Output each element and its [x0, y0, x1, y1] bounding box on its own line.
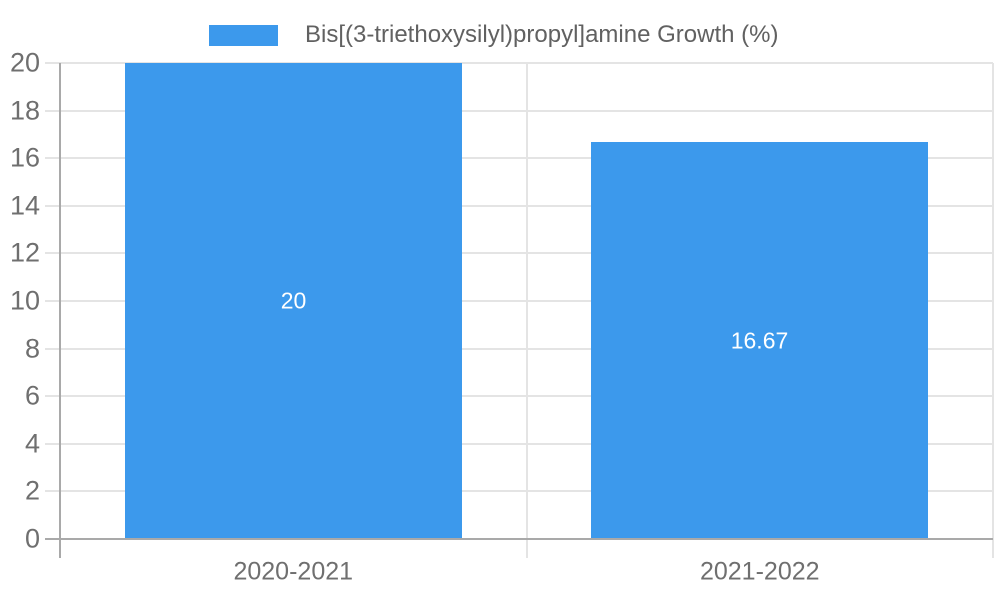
- bar[interactable]: [125, 63, 462, 539]
- plot-right-border: [992, 63, 994, 558]
- y-axis-tick-label: 16: [9, 142, 40, 173]
- gridline-y: [45, 205, 993, 207]
- y-axis-tick-label: 18: [9, 95, 40, 126]
- legend-color-swatch: [209, 24, 278, 46]
- gridline-y: [45, 395, 993, 397]
- y-axis-tick-label: 4: [24, 428, 40, 459]
- y-axis-tick-label: 8: [24, 333, 40, 364]
- bar-value-label: 20: [280, 287, 307, 314]
- gridline-y: [45, 490, 993, 492]
- gridline-y: [45, 110, 993, 112]
- category-separator-line: [526, 63, 528, 558]
- gridline-y: [45, 252, 993, 254]
- y-axis-tick-label: 12: [9, 237, 40, 268]
- bar[interactable]: [591, 142, 928, 539]
- x-axis-category-label: 2021-2022: [699, 557, 820, 586]
- y-axis-tick-label: 2: [24, 475, 40, 506]
- y-axis-tick-label: 10: [9, 285, 40, 316]
- bar-value-label: 16.67: [730, 327, 789, 353]
- gridline-y: [45, 300, 993, 302]
- legend-item[interactable]: Bis[(3-triethoxysilyl)propyl]amine Growt…: [209, 22, 778, 48]
- y-axis-tick-label: 0: [24, 523, 40, 554]
- y-axis-line: [59, 63, 61, 558]
- gridline-y: [45, 157, 993, 159]
- y-axis-tick-label: 6: [24, 380, 40, 411]
- x-axis-line: [45, 538, 993, 540]
- y-axis-tick-label: 20: [9, 47, 40, 78]
- gridline-y: [45, 62, 993, 64]
- x-axis-category-label: 2020-2021: [233, 557, 354, 586]
- gridline-y: [45, 348, 993, 350]
- gridline-y: [45, 443, 993, 445]
- y-axis-tick-label: 14: [9, 190, 40, 221]
- legend-label: Bis[(3-triethoxysilyl)propyl]amine Growt…: [305, 21, 779, 48]
